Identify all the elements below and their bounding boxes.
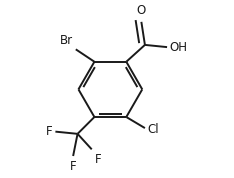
- Text: F: F: [46, 125, 53, 138]
- Text: O: O: [137, 4, 146, 17]
- Text: Cl: Cl: [148, 123, 159, 136]
- Text: F: F: [94, 153, 101, 166]
- Text: Br: Br: [60, 34, 73, 47]
- Text: OH: OH: [170, 41, 188, 54]
- Text: F: F: [70, 160, 77, 173]
